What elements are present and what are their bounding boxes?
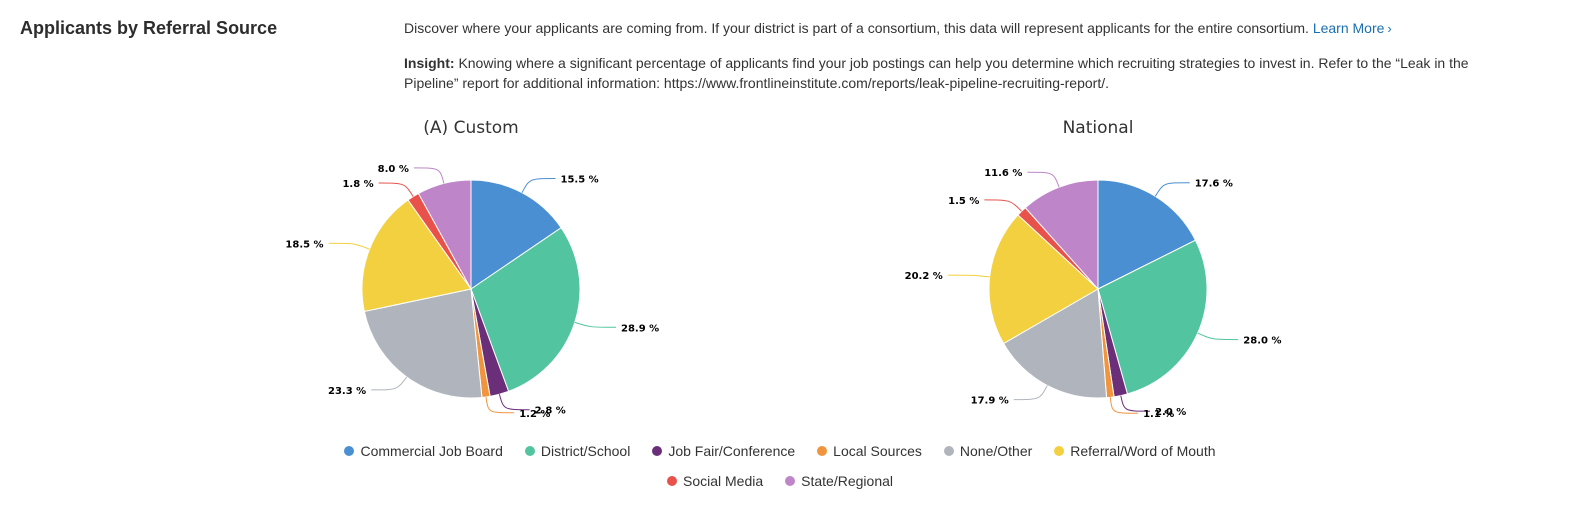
section-description: Discover where your applicants are comin… [404, 18, 1484, 93]
learn-more-link[interactable]: Learn More › [1313, 20, 1392, 36]
legend-swatch [785, 476, 796, 486]
learn-more-label: Learn More [1312, 20, 1385, 36]
pie-slice[interactable] [361, 199, 472, 313]
pie-slice[interactable] [417, 179, 472, 290]
data-label: 28.9 % [621, 323, 659, 334]
legend-swatch [817, 446, 828, 456]
pie-title: (A) Custom [423, 118, 518, 138]
legend-swatch [652, 446, 663, 456]
data-label: 17.6 % [1195, 179, 1233, 190]
legend-label: State/Regional [801, 473, 893, 489]
data-label: 2.8 % [535, 406, 566, 417]
label-connector [378, 182, 414, 197]
pie-slice[interactable] [1097, 239, 1208, 395]
insight-label: Insight: [404, 55, 455, 71]
legend-label: Commercial Job Board [360, 443, 503, 459]
label-connector [371, 376, 408, 391]
legend-item[interactable]: Commercial Job Board [344, 436, 503, 466]
legend-swatch [943, 446, 954, 456]
data-label: 1.2 % [519, 409, 550, 420]
legend-item[interactable]: Local Sources [817, 436, 922, 466]
label-connector [1027, 171, 1060, 188]
pie-chart-1: (A) Custom 15.5 % 28.9 % 2.8 %1.2 % 23.3 % 18… [285, 118, 659, 420]
label-connector [984, 199, 1022, 212]
description-line: Discover where your applicants are comin… [404, 18, 1484, 39]
legend-item[interactable]: State/Regional [785, 466, 893, 496]
pie-slice[interactable] [363, 288, 483, 399]
section-title: Applicants by Referral Source [20, 18, 278, 38]
label-connector [485, 396, 515, 414]
data-label: 1.1 % [1143, 409, 1174, 420]
pie-title: National [1063, 118, 1134, 138]
label-connector [521, 178, 556, 193]
label-connector [498, 394, 530, 411]
legend-item[interactable]: Social Media [667, 466, 763, 496]
legend-item[interactable]: District/School [524, 436, 631, 466]
description-text: Discover where your applicants are comin… [404, 20, 1309, 36]
legend-swatch [667, 476, 677, 486]
data-label: 15.5 % [561, 175, 599, 186]
pie-slice[interactable] [470, 179, 562, 290]
chevron-right-icon: › [1387, 21, 1392, 36]
legend-swatch [524, 446, 535, 456]
chart-legend: Commercial Job Board District/School Job F… [300, 436, 1260, 496]
legend-item[interactable]: Job Fair/Conference [652, 436, 795, 466]
data-label: 2.0 % [1155, 407, 1186, 418]
insight-paragraph: Insight: Knowing where a significant per… [404, 53, 1484, 93]
data-label: 17.9 % [971, 396, 1009, 407]
label-connector [1154, 182, 1190, 197]
pie-slice[interactable] [1002, 288, 1108, 399]
data-label: 18.5 % [285, 239, 323, 250]
legend-item[interactable]: None/Other [943, 436, 1033, 466]
legend-item[interactable]: Referral/Word of Mouth [1054, 436, 1216, 466]
label-connector [1109, 397, 1139, 414]
data-label: 28.0 % [1243, 336, 1281, 347]
data-label: 23.3 % [328, 386, 366, 397]
legend-label: None/Other [959, 443, 1033, 459]
legend-label: Local Sources [833, 443, 922, 459]
label-connector [328, 242, 370, 250]
legend-label: District/School [540, 443, 631, 459]
legend-label: Job Fair/Conference [668, 443, 796, 459]
data-label: 1.8 % [342, 179, 373, 190]
data-label: 20.2 % [905, 271, 943, 282]
legend-label: Social Media [683, 473, 764, 489]
label-connector [1120, 395, 1151, 412]
label-connector [1197, 332, 1239, 341]
data-label: 1.5 % [948, 196, 979, 207]
insight-text: Knowing where a significant percentage o… [404, 55, 1469, 91]
label-connector [1013, 385, 1048, 401]
pie-slice[interactable] [470, 227, 581, 392]
label-connector [574, 321, 617, 328]
legend-label: Referral/Word of Mouth [1070, 443, 1216, 459]
pie-chart-2: National 17.6 % 28.0 % 2.0 %1.1 % 17.9 % 20.2… [905, 118, 1282, 420]
legend-swatch [344, 446, 355, 456]
label-connector [947, 274, 990, 278]
label-connector [413, 167, 445, 184]
legend-swatch [1054, 446, 1065, 456]
data-label: 8.0 % [378, 164, 409, 175]
data-label: 11.6 % [984, 168, 1022, 179]
